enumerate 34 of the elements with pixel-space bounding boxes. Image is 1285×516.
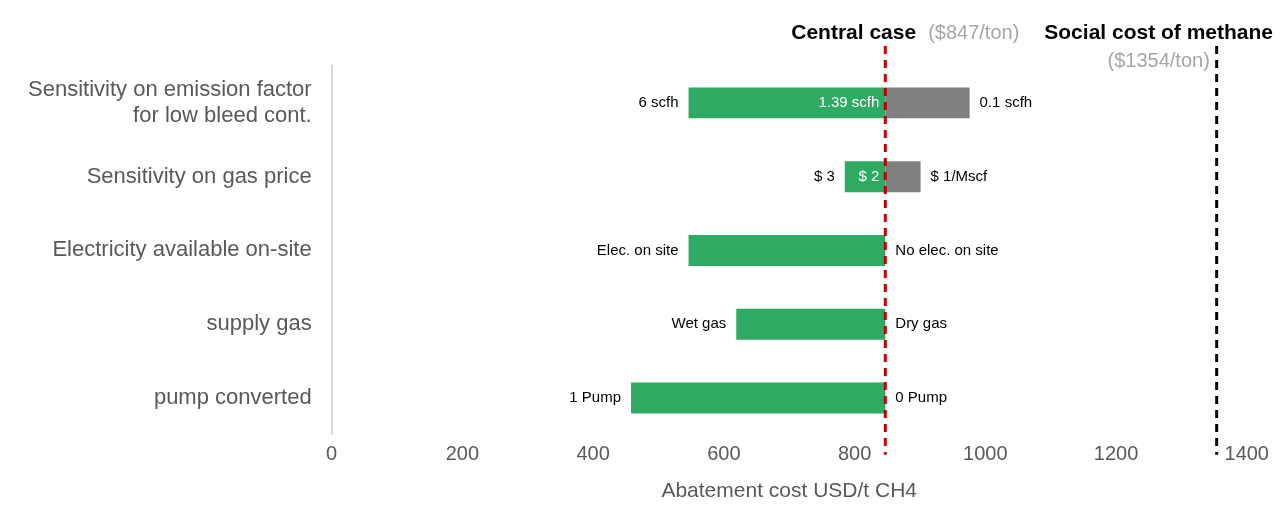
annotation: Dry gas xyxy=(895,314,947,332)
x-tick-label: 200 xyxy=(445,442,480,465)
annotation: 0.1 scfh xyxy=(979,93,1033,111)
annotation: 1.39 scfh xyxy=(818,93,880,111)
y-tick-label: Sensitivity on gas price xyxy=(86,162,312,188)
bar xyxy=(885,87,970,119)
y-tick-label: supply gas xyxy=(206,310,312,336)
bar xyxy=(885,161,921,193)
bar xyxy=(631,382,886,414)
x-tick-label: 0 xyxy=(326,442,338,465)
y-tick-label: Electricity available on-site xyxy=(52,236,312,262)
annotation: Wet gas xyxy=(671,314,727,332)
ref-line-label: Central case ($847/ton) xyxy=(791,20,1020,43)
y-tick-label: Sensitivity on emission factor for low bleed cont. xyxy=(28,75,312,128)
x-tick-label: 800 xyxy=(837,442,872,465)
annotation: 0 Pump xyxy=(895,388,947,406)
annotation: No elec. on site xyxy=(895,240,999,258)
y-tick-label: pump converted xyxy=(153,383,312,409)
annotation: 1 Pump xyxy=(569,388,622,406)
x-tick-label: 1000 xyxy=(963,442,1008,465)
annotation: $ 1/Mscf xyxy=(930,166,989,184)
annotation: $ 3 xyxy=(813,166,835,184)
x-tick-label: 600 xyxy=(707,442,741,465)
bar xyxy=(688,87,886,119)
ref-line-label: Social cost of methane ($1354/ton) xyxy=(1044,20,1274,71)
x-tick-label: 1400 xyxy=(1224,442,1269,465)
x-tick-label: 1200 xyxy=(1093,442,1139,465)
x-axis-title: Abatement cost USD/t CH4 xyxy=(661,478,918,502)
annotation: $ 2 xyxy=(858,166,880,184)
annotation: 6 scfh xyxy=(638,93,679,111)
x-tick-label: 400 xyxy=(576,442,610,465)
bar xyxy=(736,308,886,340)
annotation: Elec. on site xyxy=(596,240,679,258)
bar xyxy=(688,234,886,266)
